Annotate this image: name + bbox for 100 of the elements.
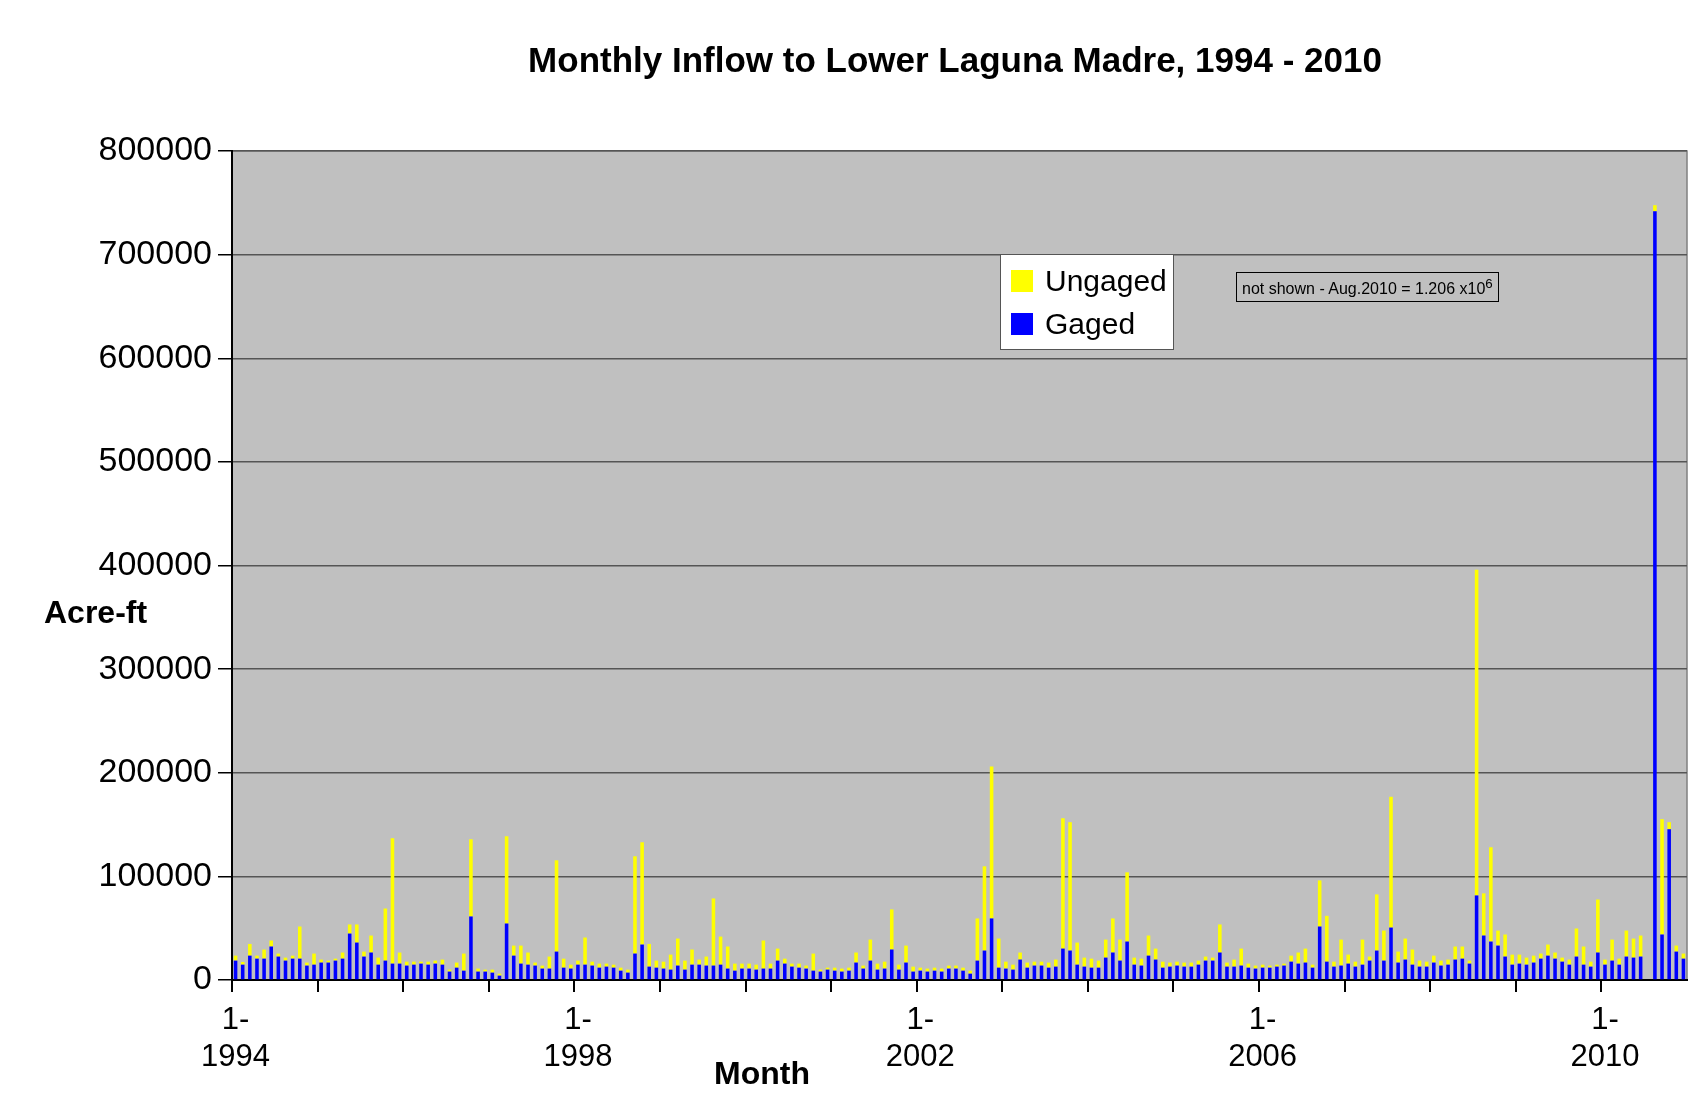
bar: [426, 961, 430, 965]
bar: [1004, 968, 1008, 980]
bar: [1667, 829, 1671, 980]
bar: [1596, 899, 1600, 953]
bar: [533, 965, 537, 980]
bar: [683, 960, 687, 970]
bar: [1481, 935, 1486, 980]
bar: [1182, 962, 1186, 967]
bar: [904, 945, 908, 963]
bar: [1054, 959, 1058, 967]
bar: [362, 951, 366, 957]
bar: [462, 970, 466, 980]
bar: [569, 968, 573, 980]
bar: [782, 963, 787, 980]
bar: [804, 968, 808, 980]
y-tick-label: 0: [193, 958, 212, 997]
bar: [476, 971, 480, 980]
bar: [262, 958, 266, 980]
bar: [854, 952, 858, 963]
bar: [840, 968, 844, 972]
bar: [1653, 211, 1657, 980]
bar: [854, 962, 858, 980]
bar: [1396, 951, 1400, 963]
bar: [1239, 965, 1244, 980]
bar: [797, 963, 801, 968]
bar: [1496, 945, 1500, 980]
bar: [462, 953, 466, 971]
bar: [1275, 966, 1279, 980]
bar: [747, 968, 751, 980]
bar: [675, 965, 680, 980]
bar: [1075, 942, 1079, 965]
bar: [1332, 966, 1336, 980]
bar: [918, 967, 923, 971]
bar: [412, 961, 416, 965]
bar: [954, 968, 958, 980]
bar: [355, 942, 359, 980]
y-tick-label: 300000: [98, 647, 212, 686]
bar: [476, 968, 480, 972]
bar: [1061, 818, 1065, 949]
bar: [248, 943, 252, 956]
bar: [697, 964, 701, 980]
bar: [369, 952, 373, 980]
bar: [376, 964, 380, 980]
bar: [1182, 966, 1186, 980]
bar: [1025, 962, 1030, 968]
bar: [1382, 960, 1386, 980]
bar: [1282, 965, 1286, 980]
bar: [1346, 963, 1350, 980]
bar: [1382, 930, 1386, 961]
bar: [1175, 965, 1179, 980]
bar: [1111, 952, 1115, 980]
bar: [697, 959, 701, 965]
bar: [640, 842, 644, 945]
x-axis-title: Month: [714, 1055, 810, 1092]
bar: [297, 958, 302, 980]
bar: [1075, 964, 1079, 980]
bar: [861, 968, 865, 980]
bar: [633, 856, 637, 954]
bar: [369, 935, 373, 953]
bar: [1025, 967, 1030, 980]
bar: [540, 968, 545, 980]
bar: [319, 959, 323, 963]
bar: [797, 967, 801, 980]
bar: [1489, 847, 1493, 942]
bar: [1439, 965, 1443, 980]
bar: [1560, 957, 1564, 962]
bar: [640, 944, 644, 980]
bar: [1239, 948, 1244, 966]
bar: [1389, 796, 1393, 928]
bar: [1481, 893, 1486, 936]
bar: [1068, 950, 1072, 980]
bar: [1489, 941, 1493, 980]
bar: [404, 965, 409, 980]
bar: [1374, 894, 1379, 951]
bar: [1446, 959, 1450, 965]
bar: [1553, 958, 1557, 980]
bar: [1118, 939, 1122, 961]
bar: [847, 967, 851, 971]
bar: [1610, 960, 1614, 980]
bar: [633, 953, 637, 980]
x-tick-label: 1-1994: [201, 1001, 271, 1074]
bar: [1267, 967, 1272, 980]
annotation: not shown - Aug.2010 = 1.206 x10$^{6}$: [1236, 272, 1499, 303]
bar: [312, 953, 316, 965]
bar: [754, 969, 759, 980]
bar: [1389, 927, 1393, 980]
bar: [576, 960, 580, 965]
y-tick-label: 600000: [98, 336, 212, 375]
bar: [1453, 959, 1457, 980]
bar: [947, 968, 951, 980]
bar: [1325, 961, 1329, 980]
x-tick-label: 1-1998: [543, 1001, 613, 1074]
bar: [1011, 969, 1015, 980]
bar: [1132, 957, 1137, 965]
bar: [1125, 872, 1129, 942]
bar: [376, 957, 380, 965]
bar: [733, 970, 737, 980]
bar: [790, 963, 794, 967]
bar: [1510, 954, 1515, 965]
bar: [647, 966, 652, 980]
